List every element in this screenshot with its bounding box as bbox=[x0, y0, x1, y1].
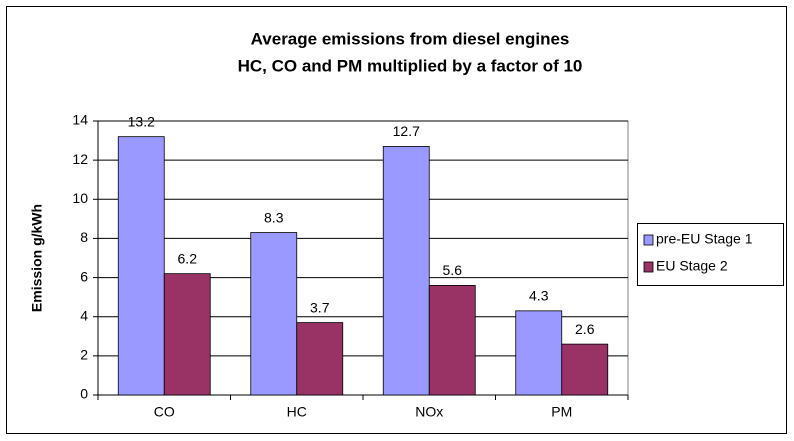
y-tick-label: 4 bbox=[80, 307, 88, 323]
bar bbox=[382, 146, 430, 396]
bar bbox=[515, 310, 563, 396]
data-label: 12.7 bbox=[393, 123, 420, 139]
x-tick-label: CO bbox=[154, 404, 175, 420]
y-tick-label: 14 bbox=[72, 112, 88, 128]
data-label: 2.6 bbox=[575, 321, 595, 337]
x-tick-label: PM bbox=[551, 404, 572, 420]
y-axis-label: Emission g/kWh bbox=[29, 204, 45, 312]
bar bbox=[296, 322, 344, 396]
bar bbox=[561, 343, 609, 396]
legend-swatch bbox=[643, 261, 654, 273]
data-label: 4.3 bbox=[529, 288, 549, 304]
data-label: 13.2 bbox=[128, 113, 155, 129]
chart-subtitle: HC, CO and PM multiplied by a factor of … bbox=[238, 56, 583, 75]
legend bbox=[637, 223, 784, 286]
data-label: 8.3 bbox=[264, 209, 284, 225]
y-tick-label: 12 bbox=[72, 151, 88, 167]
data-label: 5.6 bbox=[443, 262, 463, 278]
x-tick-label: NOx bbox=[415, 404, 443, 420]
data-label: 6.2 bbox=[178, 250, 198, 266]
legend-swatch bbox=[643, 234, 654, 246]
bar bbox=[428, 284, 476, 396]
y-tick-label: 8 bbox=[80, 229, 88, 245]
bar bbox=[163, 273, 211, 396]
y-tick-label: 10 bbox=[72, 190, 88, 206]
legend-label: EU Stage 2 bbox=[656, 258, 728, 274]
bar bbox=[250, 232, 298, 396]
y-tick-label: 0 bbox=[80, 386, 88, 402]
bar bbox=[117, 136, 165, 396]
legend-label: pre-EU Stage 1 bbox=[656, 231, 753, 247]
y-tick-label: 2 bbox=[80, 347, 88, 363]
y-tick-label: 6 bbox=[80, 268, 88, 284]
chart-title: Average emissions from diesel engines bbox=[251, 29, 570, 48]
data-label: 3.7 bbox=[310, 299, 330, 315]
x-tick-label: HC bbox=[287, 404, 307, 420]
